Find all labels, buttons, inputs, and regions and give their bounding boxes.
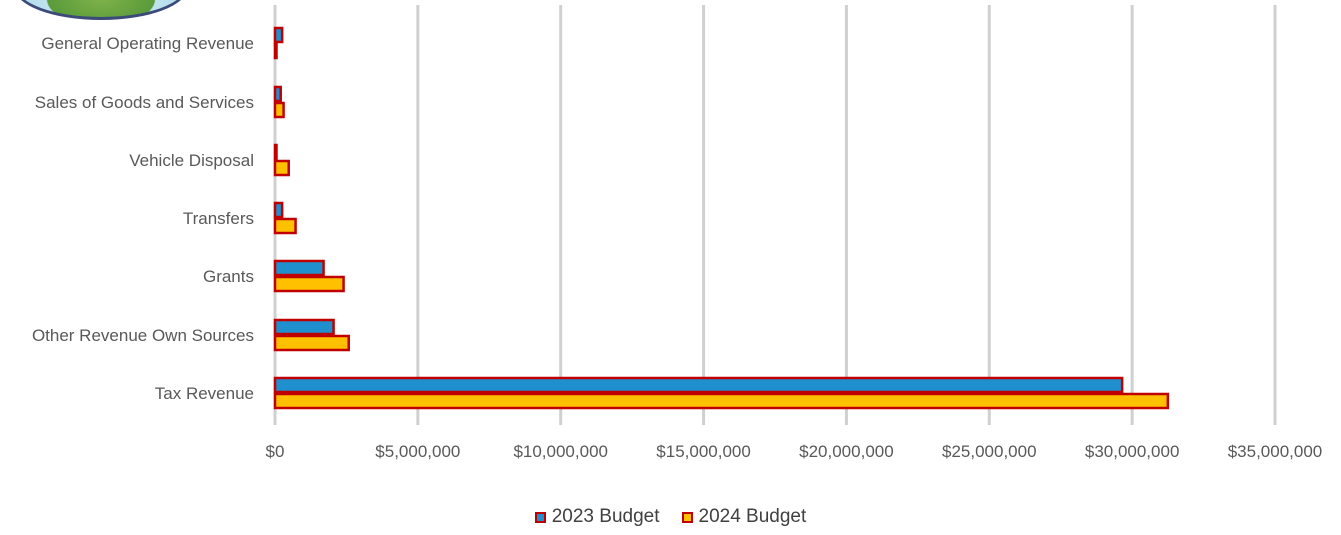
x-tick-label: $20,000,000	[799, 442, 894, 461]
bars	[273, 26, 1170, 410]
bar-2024	[273, 42, 278, 60]
category-label: Vehicle Disposal	[129, 151, 254, 170]
bar-2024	[273, 159, 290, 177]
category-label: Grants	[203, 267, 254, 286]
legend-swatch-2023	[534, 511, 546, 523]
bar-2023	[273, 201, 284, 219]
bar-2023	[273, 376, 1124, 394]
legend: 2023 Budget 2024 Budget	[0, 506, 1341, 528]
bar-2023	[273, 259, 325, 277]
bar-2023	[273, 318, 335, 336]
bar-2024	[273, 101, 285, 119]
bar-2023	[273, 26, 284, 44]
bar-2023	[273, 85, 282, 103]
legend-swatch-2024	[681, 511, 693, 523]
axis-labels: $0 $5,000,000 $10,000,000 $15,000,000 $20,00…	[32, 34, 1322, 461]
x-tick-label: $25,000,000	[942, 442, 1037, 461]
x-tick-label: $35,000,000	[1228, 442, 1323, 461]
category-label: Sales of Goods and Services	[35, 93, 254, 112]
category-label: General Operating Revenue	[41, 34, 254, 53]
x-tick-label: $0	[266, 442, 285, 461]
gridlines	[416, 5, 1277, 425]
bar-2023	[273, 143, 278, 161]
x-tick-label: $10,000,000	[513, 442, 608, 461]
legend-label-2023: 2023 Budget	[551, 506, 660, 527]
legend-item-2023: 2023 Budget	[534, 506, 660, 528]
bar-2024	[273, 275, 345, 293]
category-label: Other Revenue Own Sources	[32, 326, 254, 345]
bar-2024	[273, 392, 1170, 410]
bar-2024	[273, 334, 350, 352]
legend-item-2024: 2024 Budget	[681, 506, 807, 528]
x-tick-label: $5,000,000	[375, 442, 460, 461]
category-label: Tax Revenue	[155, 384, 254, 403]
x-tick-label: $15,000,000	[656, 442, 751, 461]
x-tick-label: $30,000,000	[1085, 442, 1180, 461]
legend-label-2024: 2024 Budget	[698, 506, 807, 527]
bar-2024	[273, 217, 297, 235]
category-label: Transfers	[183, 209, 254, 228]
